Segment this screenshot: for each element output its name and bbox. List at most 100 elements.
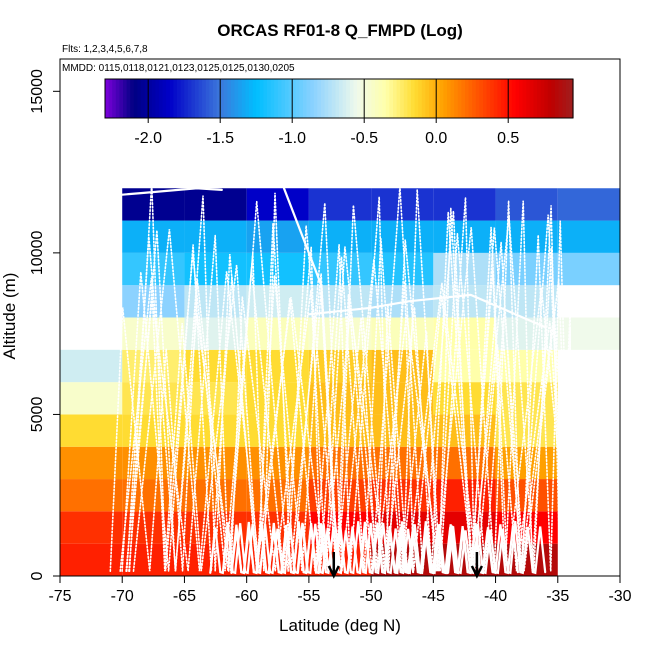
colorbar-cell bbox=[321, 79, 326, 118]
colorbar-cell bbox=[306, 79, 311, 118]
heatmap-bin bbox=[60, 414, 123, 447]
x-tick-label: -30 bbox=[608, 588, 631, 605]
colorbar-cell bbox=[407, 79, 412, 118]
colorbar-cell bbox=[475, 79, 480, 118]
colorbar-cell bbox=[371, 79, 376, 118]
colorbar-cell bbox=[213, 79, 218, 118]
colorbar-cell bbox=[169, 79, 174, 118]
colorbar-cell bbox=[529, 79, 534, 118]
colorbar-cell bbox=[184, 79, 189, 118]
colorbar-cell bbox=[425, 79, 430, 118]
colorbar-cell bbox=[342, 79, 347, 118]
colorbar-cell bbox=[151, 79, 156, 118]
colorbar-tick-label: -1.5 bbox=[206, 130, 234, 147]
colorbar-cell bbox=[447, 79, 452, 118]
colorbar-tick-label: -2.0 bbox=[134, 130, 162, 147]
colorbar-cell bbox=[195, 79, 200, 118]
colorbar-cell bbox=[180, 79, 185, 118]
colorbar-cell bbox=[465, 79, 470, 118]
heatmap-bin bbox=[557, 188, 620, 221]
flight-tracks bbox=[109, 182, 571, 575]
colorbar-border bbox=[104, 78, 574, 119]
heatmap-bin bbox=[60, 446, 123, 480]
colorbar-cell bbox=[285, 79, 290, 118]
colorbar-cell bbox=[238, 79, 243, 118]
colorbar-cell bbox=[443, 79, 448, 118]
colorbar-cell bbox=[205, 79, 210, 118]
colorbar-cell bbox=[216, 79, 221, 118]
colorbar-cell bbox=[256, 79, 261, 118]
colorbar-cell bbox=[133, 79, 138, 118]
x-tick-label: -75 bbox=[48, 588, 71, 605]
colorbar-cell bbox=[357, 79, 362, 118]
dates-subtitle: MMDD: 0115,0118,0121,0123,0125,0125,0130… bbox=[62, 63, 295, 74]
colorbar-cell bbox=[558, 79, 563, 118]
colorbar-cell bbox=[382, 79, 387, 118]
y-tick-label: 0 bbox=[29, 571, 46, 580]
chart-title: ORCAS RF01-8 Q_FMPD (Log) bbox=[217, 21, 463, 40]
colorbar-cell bbox=[400, 79, 405, 118]
flight-track-low-leg bbox=[419, 521, 519, 575]
colorbar-cell bbox=[565, 79, 570, 118]
heatmap-bin bbox=[60, 382, 123, 415]
colorbar-cell bbox=[547, 79, 552, 118]
colorbar-cell bbox=[112, 79, 117, 118]
x-tick-label: -50 bbox=[360, 588, 383, 605]
colorbar-cell bbox=[353, 79, 358, 118]
colorbar-cell bbox=[166, 79, 171, 118]
colorbar-cell bbox=[335, 79, 340, 118]
colorbar-cell bbox=[544, 79, 549, 118]
colorbar-cell bbox=[241, 79, 246, 118]
heatmap-bin bbox=[371, 317, 434, 350]
colorbar-cell bbox=[346, 79, 351, 118]
colorbar-cell bbox=[439, 79, 444, 118]
colorbar-cell bbox=[249, 79, 254, 118]
plot-frame bbox=[59, 58, 621, 577]
colorbar-cell bbox=[105, 79, 110, 118]
colorbar-cell bbox=[148, 79, 153, 118]
heatmap-bin bbox=[557, 252, 620, 286]
heatmap-bin bbox=[308, 188, 372, 221]
colorbar-cell bbox=[393, 79, 398, 118]
colorbar-cell bbox=[522, 79, 527, 118]
colorbar-cell bbox=[421, 79, 426, 118]
colorbar-cell bbox=[436, 79, 441, 118]
colorbar-cell bbox=[339, 79, 344, 118]
colorbar-cell bbox=[173, 79, 178, 118]
y-tick-label: 15000 bbox=[29, 69, 46, 114]
colorbar-cell bbox=[508, 79, 513, 118]
colorbar-cell bbox=[159, 79, 164, 118]
colorbar-cell bbox=[263, 79, 268, 118]
colorbar-cell bbox=[367, 79, 372, 118]
colorbar-cell bbox=[511, 79, 516, 118]
colorbar-cell bbox=[130, 79, 135, 118]
heatmap-bin bbox=[557, 220, 620, 253]
colorbar-cell bbox=[375, 79, 380, 118]
colorbar-cell bbox=[569, 79, 574, 118]
flight-track-descent bbox=[282, 187, 342, 568]
x-tick-label: -65 bbox=[173, 588, 196, 605]
colorbar-cell bbox=[450, 79, 455, 118]
colorbar-cell bbox=[209, 79, 214, 118]
heatmap-bin bbox=[557, 317, 620, 350]
flight-track bbox=[132, 196, 571, 572]
colorbar-cell bbox=[295, 79, 300, 118]
colorbar-cell bbox=[234, 79, 239, 118]
colorbar-cell bbox=[472, 79, 477, 118]
colorbar-cell bbox=[202, 79, 207, 118]
colorbar-cell bbox=[490, 79, 495, 118]
colorbar-cell bbox=[119, 79, 124, 118]
colorbar-cell bbox=[486, 79, 491, 118]
colorbar-cell bbox=[349, 79, 354, 118]
heatmap-bin bbox=[60, 349, 123, 383]
colorbar-cell bbox=[468, 79, 473, 118]
colorbar-cell bbox=[454, 79, 459, 118]
colorbar-tick-label: -0.5 bbox=[350, 130, 378, 147]
colorbar-cell bbox=[364, 79, 369, 118]
x-tick-label: -40 bbox=[484, 588, 507, 605]
flights-subtitle: Flts: 1,2,3,4,5,6,7,8 bbox=[62, 44, 148, 55]
heatmap-bin bbox=[433, 220, 496, 253]
heatmap-bin bbox=[433, 382, 496, 415]
colorbar-cell bbox=[191, 79, 196, 118]
